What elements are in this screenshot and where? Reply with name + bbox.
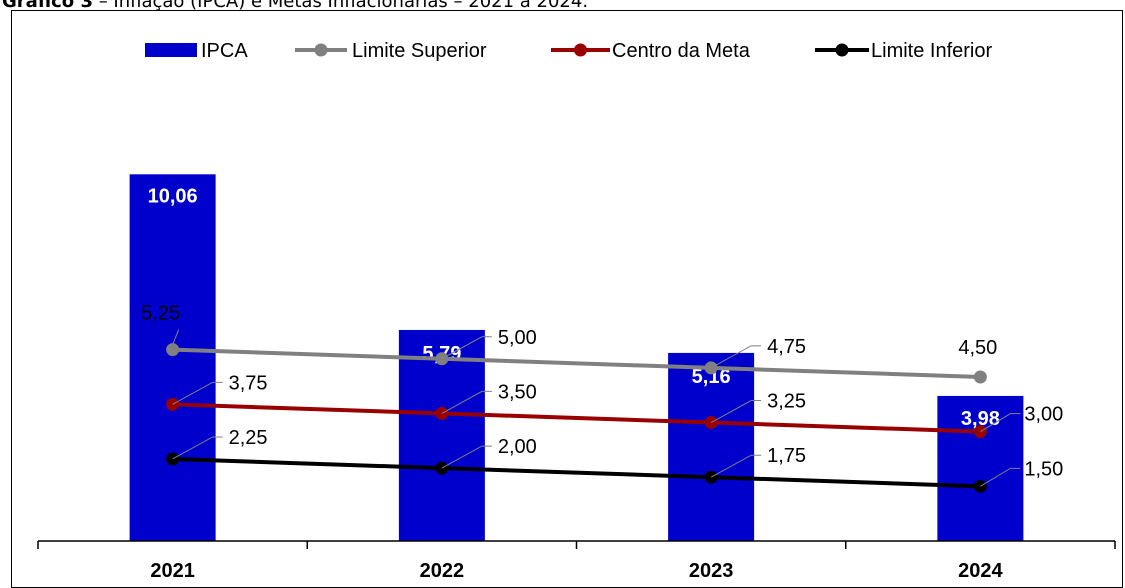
centro-da-meta-label-2021: 3,75	[229, 372, 268, 394]
centro-da-meta-label-2023: 3,25	[767, 391, 806, 413]
limite-superior-label-2021: 5,25	[141, 303, 180, 325]
ipca-value-label-2023: 5,16	[692, 366, 731, 388]
ipca-bar-2023	[668, 352, 755, 541]
ipca-bar-2021	[129, 174, 216, 542]
ipca-value-label-2021: 10,06	[148, 185, 198, 207]
limite-superior-marker-2021	[166, 343, 180, 357]
limite-superior-label-2022: 5,00	[498, 327, 537, 349]
limite-superior-leader-2022	[441, 336, 492, 360]
centro-da-meta-line	[172, 402, 981, 434]
legend-marker-centro-da-meta	[574, 43, 587, 57]
limite-superior-label-2023: 4,75	[767, 336, 806, 358]
limite-superior-label-2024: 4,50	[958, 337, 997, 359]
chart-caption: Gráfico 3 – Inflação (IPCA) e Metas Infl…	[2, 0, 588, 12]
centro-da-meta-leader-2024	[980, 413, 1021, 433]
limite-inferior-label-2024: 1,50	[1024, 458, 1063, 480]
legend-swatch-ipca	[145, 43, 197, 57]
centro-da-meta-label-2024: 3,00	[1024, 404, 1063, 426]
legend-label-limite-inferior: Limite Inferior	[871, 40, 992, 62]
limite-inferior-leader-2023	[710, 454, 762, 478]
legend-marker-limite-superior	[314, 43, 328, 57]
legend-label-ipca: IPCA	[201, 40, 248, 62]
x-tick-label-2021: 2021	[150, 560, 195, 582]
legend-label-limite-superior: Limite Superior	[352, 40, 487, 62]
legend-label-centro-da-meta: Centro da Meta	[612, 40, 751, 62]
x-tick-label-2023: 2023	[689, 560, 734, 582]
limite-inferior-leader-2022	[441, 445, 492, 469]
centro-da-meta-leader-2022	[441, 390, 492, 414]
limite-inferior-label-2023: 1,75	[767, 445, 806, 467]
limite-superior-leader-2021	[172, 329, 180, 345]
legend-marker-limite-inferior	[835, 43, 849, 57]
limite-inferior-leader-2021	[172, 436, 223, 460]
limite-inferior-label-2022: 2,00	[498, 436, 537, 458]
limite-superior-leader-2023	[710, 345, 762, 369]
x-tick-label-2024: 2024	[958, 560, 1003, 582]
caption-text: – Inflação (IPCA) e Metas Inflacionárias…	[92, 0, 589, 12]
limite-superior-marker-2024	[973, 370, 987, 384]
ipca-value-label-2024: 3,98	[961, 408, 1000, 430]
limite-inferior-leader-2024	[980, 467, 1021, 487]
limite-inferior-label-2021: 2,25	[229, 427, 268, 449]
centro-da-meta-leader-2021	[172, 381, 223, 405]
centro-da-meta-leader-2023	[710, 400, 762, 423]
x-tick-label-2022: 2022	[420, 560, 465, 582]
centro-da-meta-label-2022: 3,50	[498, 381, 537, 403]
limite-superior-line	[172, 347, 981, 379]
caption-prefix: Gráfico 3	[2, 0, 93, 12]
ipca-bar-2024	[937, 395, 1024, 541]
limite-inferior-line	[172, 456, 981, 489]
